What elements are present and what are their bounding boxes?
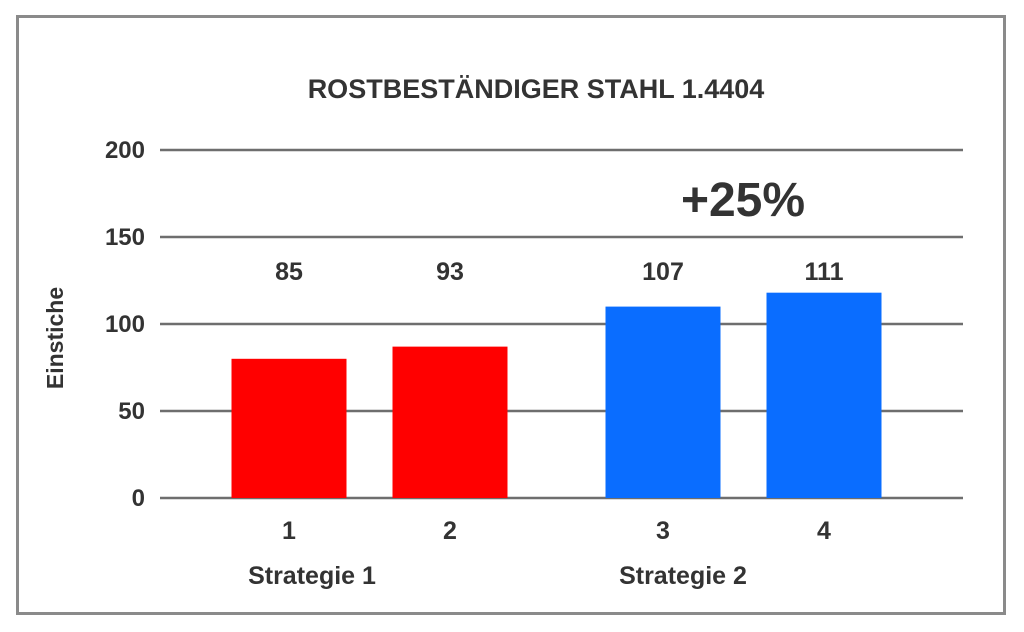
x-tick-label: 2	[443, 517, 457, 545]
x-tick-label: 1	[282, 517, 296, 545]
y-tick-label: 150	[105, 224, 145, 251]
data-labels: 85 93 107 111	[275, 258, 843, 286]
data-label: 93	[436, 258, 464, 286]
data-label: 85	[275, 258, 303, 286]
y-tick-label: 100	[105, 311, 145, 338]
y-axis-label: Einstiche	[42, 287, 68, 389]
group-label: Strategie 2	[619, 562, 747, 590]
bar-2	[392, 346, 508, 498]
bar-3	[605, 306, 721, 498]
y-tick-label: 0	[132, 485, 145, 512]
bars	[231, 292, 882, 498]
y-tick-label: 50	[118, 398, 145, 425]
data-label: 111	[805, 258, 844, 286]
x-tick-labels: 1 2 3 4	[282, 517, 831, 545]
bar-4	[766, 292, 882, 498]
group-label: Strategie 1	[248, 562, 376, 590]
bar-1	[231, 358, 347, 498]
x-tick-label: 4	[817, 517, 831, 545]
y-tick-label: 200	[105, 137, 145, 164]
annotation-percent-change: +25%	[681, 174, 805, 227]
y-tick-labels: 0 50 100 150 200	[105, 137, 145, 512]
data-label: 107	[642, 258, 684, 286]
bar-chart: ROSTBESTÄNDIGER STAHL 1.4404 Einstiche 0…	[42, 74, 963, 590]
chart-title: ROSTBESTÄNDIGER STAHL 1.4404	[308, 74, 765, 104]
group-labels: Strategie 1 Strategie 2	[248, 562, 747, 590]
x-tick-label: 3	[656, 517, 670, 545]
annotations: +25%	[681, 174, 805, 227]
chart-frame: ROSTBESTÄNDIGER STAHL 1.4404 Einstiche 0…	[16, 15, 1006, 615]
